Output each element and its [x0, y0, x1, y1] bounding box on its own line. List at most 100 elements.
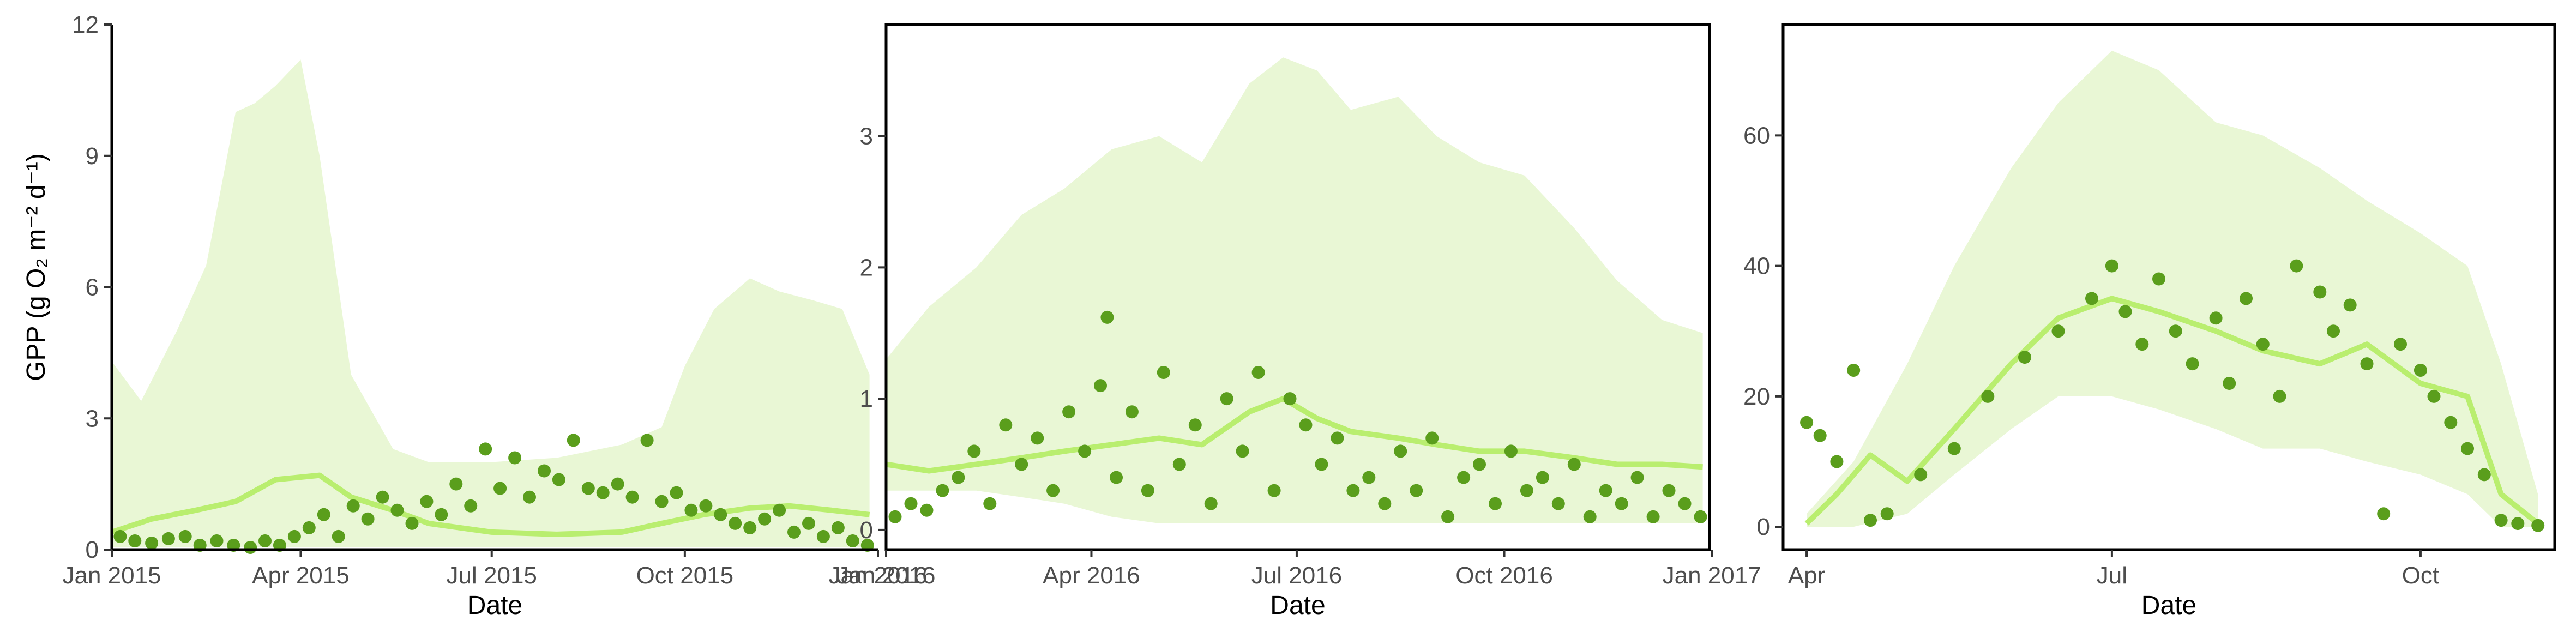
panel-frame — [884, 23, 1711, 551]
y-tick-label: 3 — [86, 405, 99, 432]
observation-point — [1981, 389, 1995, 403]
observation-point — [2444, 416, 2458, 429]
observation-point — [479, 442, 492, 456]
observation-point — [920, 503, 934, 517]
observation-point — [1062, 405, 1076, 419]
observation-point — [1283, 392, 1297, 406]
x-axis-title: Date — [467, 591, 522, 620]
observation-point — [846, 534, 859, 547]
observation-point — [258, 534, 272, 547]
observation-point — [611, 477, 624, 491]
observation-point — [1847, 364, 1861, 377]
observation-point — [332, 529, 345, 543]
observation-point — [1299, 418, 1313, 432]
observation-point — [2085, 292, 2098, 305]
observation-point — [1046, 484, 1060, 497]
observation-point — [729, 516, 742, 530]
observation-point — [1267, 484, 1281, 497]
y-tick-label: 0 — [1757, 514, 1770, 540]
observation-point — [1331, 431, 1344, 445]
x-axis-title: Date — [2141, 591, 2196, 620]
observation-point — [1100, 310, 1114, 324]
observation-point — [1362, 471, 1376, 484]
observation-point — [1473, 458, 1486, 471]
x-tick-label: Jul 2016 — [1251, 562, 1342, 589]
x-tick-label: Apr 2015 — [252, 562, 350, 589]
observation-point — [1410, 484, 1423, 497]
observation-point — [2511, 517, 2525, 531]
observation-point — [640, 434, 654, 447]
uncertainty-band — [886, 57, 1703, 523]
observation-point — [1599, 484, 1612, 497]
observation-point — [1813, 429, 1827, 442]
observation-point — [1157, 366, 1170, 379]
y-tick-label: 0 — [86, 537, 99, 563]
observation-point — [376, 490, 389, 504]
observation-point — [816, 529, 830, 543]
y-tick-label: 9 — [86, 143, 99, 170]
x-tick-label: Apr 2016 — [1043, 562, 1140, 589]
observation-point — [2477, 468, 2491, 482]
observation-point — [1646, 510, 1660, 523]
observation-point — [244, 541, 257, 554]
observation-point — [655, 495, 669, 508]
observation-point — [2414, 364, 2427, 377]
observation-point — [1830, 455, 1844, 468]
observation-point — [1125, 405, 1139, 419]
observation-point — [1457, 471, 1471, 484]
observation-point — [1520, 484, 1533, 497]
observation-point — [1251, 366, 1265, 379]
observation-point — [625, 490, 639, 504]
y-tick-label: 12 — [72, 11, 99, 38]
observation-point — [405, 516, 419, 530]
x-tick-label: Jan 2017 — [1663, 562, 1761, 589]
observation-point — [1583, 510, 1597, 523]
observation-point — [145, 537, 159, 550]
observation-point — [567, 434, 580, 447]
observation-point — [670, 486, 683, 499]
y-tick-label: 20 — [1743, 383, 1770, 410]
observation-point — [2018, 351, 2031, 364]
x-tick-label: Jan 2015 — [62, 562, 161, 589]
observation-point — [2209, 311, 2223, 325]
observation-point — [1630, 471, 1644, 484]
x-tick-label: Oct — [2402, 562, 2439, 589]
observation-point — [1094, 379, 1107, 393]
x-tick-label: Oct 2016 — [1455, 562, 1553, 589]
observation-point — [831, 521, 845, 534]
observation-point — [2105, 259, 2118, 273]
x-tick-label: Jul — [2097, 562, 2127, 589]
observation-point — [2223, 377, 2236, 390]
observation-point — [1031, 431, 1044, 445]
observation-point — [1947, 442, 1961, 455]
observation-point — [1536, 471, 1549, 484]
observation-point — [508, 451, 522, 465]
observation-point — [2186, 357, 2199, 371]
observation-point — [773, 503, 786, 517]
observation-point — [2290, 259, 2303, 273]
observation-point — [1489, 497, 1502, 510]
y-tick-label: 0 — [860, 517, 873, 544]
observation-point — [317, 508, 330, 521]
observation-point — [2327, 324, 2340, 338]
y-tick-label: 6 — [86, 274, 99, 301]
observation-point — [2240, 292, 2253, 305]
observation-point — [1880, 507, 1894, 521]
observation-point — [493, 482, 507, 495]
observation-point — [1567, 458, 1581, 471]
x-tick-label: Jan 2016 — [836, 562, 935, 589]
observation-point — [361, 512, 375, 526]
observation-point — [2360, 357, 2374, 371]
observation-point — [2256, 338, 2270, 351]
observation-point — [1551, 497, 1565, 510]
observation-point — [210, 534, 224, 547]
observation-point — [1425, 431, 1439, 445]
y-tick-label: 2 — [860, 254, 873, 281]
observation-point — [390, 503, 404, 517]
observation-point — [523, 490, 536, 504]
observation-point — [128, 534, 142, 547]
observation-point — [2394, 338, 2407, 351]
x-tick-label: Oct 2015 — [636, 562, 734, 589]
